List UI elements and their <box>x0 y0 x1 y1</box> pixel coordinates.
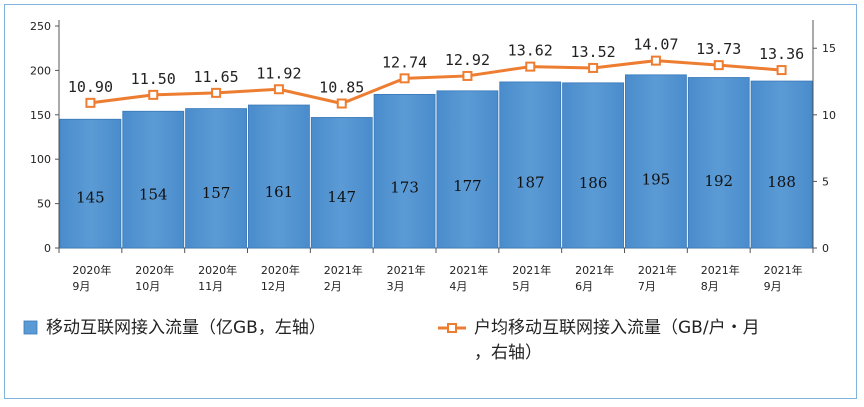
left-tick-label: 250 <box>30 20 51 33</box>
line-value-label: 13.52 <box>571 43 616 61</box>
legend-bar-swatch <box>23 320 38 335</box>
line-marker <box>462 70 473 81</box>
line-value-label: 11.92 <box>256 64 301 82</box>
bar-value-label: 154 <box>139 185 168 203</box>
bar-series: 145 154 157 161 147 173 177 187 186 195 192 188 <box>59 74 813 249</box>
x-tick-label-month: 7月 <box>638 280 656 293</box>
bar-value-label: 145 <box>76 188 105 206</box>
line-marker <box>336 98 347 109</box>
x-tick-label-month: 4月 <box>449 280 467 293</box>
bar-value-label: 177 <box>453 177 482 195</box>
bar-value-label: 173 <box>390 179 419 197</box>
bar <box>499 81 562 249</box>
bar-value-label: 188 <box>767 173 796 191</box>
x-tick-label-month: 9月 <box>72 280 90 293</box>
line-value-label: 10.85 <box>319 79 364 97</box>
bar-value-label: 186 <box>579 174 608 192</box>
x-tick-label: 2021年 <box>575 263 614 277</box>
x-tick-label-month: 2月 <box>324 280 342 293</box>
line-value-label: 11.50 <box>131 70 176 88</box>
x-tick-label-month: 10月 <box>135 280 160 293</box>
line-path <box>90 59 782 106</box>
line-series: 10.90 11.50 11.65 11.92 10.85 12.74 12.92 13.62… <box>68 36 804 109</box>
line-value-label: 13.36 <box>759 45 804 63</box>
right-tick-label: 5 <box>822 175 829 188</box>
bar <box>373 93 436 249</box>
line-marker <box>713 60 724 71</box>
x-tick-label-month: 9月 <box>764 280 782 293</box>
line-value-label: 12.74 <box>382 53 427 71</box>
line-value-label: 11.65 <box>194 68 239 86</box>
line-marker <box>399 73 410 84</box>
right-tick-label: 10 <box>822 109 836 122</box>
bar <box>310 117 373 249</box>
right-tick-label: 15 <box>822 42 836 55</box>
line-marker <box>776 65 787 76</box>
bar-value-label: 157 <box>202 184 231 202</box>
x-tick-label-month: 5月 <box>512 280 530 293</box>
x-tick-label: 2020年 <box>72 263 111 277</box>
bar <box>436 90 499 249</box>
bar <box>122 110 185 249</box>
x-tick-label: 2020年 <box>198 263 237 277</box>
x-tick-label: 2021年 <box>638 263 677 277</box>
x-tick-label: 2021年 <box>449 263 488 277</box>
line-marker <box>525 61 536 72</box>
left-tick-label: 0 <box>44 242 51 255</box>
line-marker <box>85 97 96 108</box>
x-tick-label-month: 3月 <box>387 280 405 293</box>
bar-value-label: 161 <box>265 183 294 201</box>
legend-line-label: 户均移动互联网接入流量（GB/户・月 <box>474 318 760 338</box>
legend-line-marker <box>447 323 457 333</box>
x-tick-label: 2021年 <box>512 263 551 277</box>
x-tick-label: 2020年 <box>135 263 174 277</box>
bar-value-label: 147 <box>327 188 356 206</box>
right-tick-label: 0 <box>822 242 829 255</box>
line-marker <box>588 62 599 73</box>
line-marker <box>650 55 661 66</box>
x-tick-label-month: 6月 <box>575 280 593 293</box>
bar <box>687 77 750 249</box>
bar <box>59 118 122 249</box>
x-tick-label: 2021年 <box>324 263 363 277</box>
bar-value-label: 187 <box>516 174 545 192</box>
x-tick-label: 2021年 <box>764 263 803 277</box>
left-tick-label: 200 <box>30 64 51 77</box>
bar-value-label: 195 <box>642 171 671 189</box>
bar <box>625 74 687 249</box>
bar <box>248 104 310 249</box>
x-tick-label: 2021年 <box>701 263 740 277</box>
left-tick-label: 50 <box>37 198 51 211</box>
left-tick-label: 100 <box>30 153 51 166</box>
line-value-label: 12.92 <box>445 51 490 69</box>
bar <box>185 108 247 249</box>
bar <box>562 82 624 249</box>
line-value-label: 14.07 <box>633 36 678 54</box>
bar <box>750 80 813 249</box>
legend: 移动互联网接入流量（亿GB，左轴） 户均移动互联网接入流量（GB/户・月 ，右轴） <box>23 318 760 363</box>
x-tick-label-month: 12月 <box>261 280 286 293</box>
line-marker <box>148 89 159 100</box>
x-tick-label-month: 8月 <box>701 280 719 293</box>
left-tick-label: 150 <box>30 109 51 122</box>
legend-bar-label: 移动互联网接入流量（亿GB，左轴） <box>46 318 326 338</box>
line-value-label: 13.62 <box>508 42 553 60</box>
line-value-label: 13.73 <box>696 40 741 58</box>
x-tick-label: 2020年 <box>261 263 300 277</box>
line-value-label: 10.90 <box>68 78 113 96</box>
axes: 0 50 100 150 200 250 0 5 10 15 2020年 9月 2020年 10月 2020… <box>30 20 836 293</box>
x-tick-label: 2021年 <box>387 263 426 277</box>
x-tick-label-month: 11月 <box>198 280 223 293</box>
bar-value-label: 192 <box>704 172 733 190</box>
line-marker <box>211 87 222 98</box>
legend-line-label-cont: ，右轴） <box>474 343 542 363</box>
line-marker <box>273 84 284 95</box>
